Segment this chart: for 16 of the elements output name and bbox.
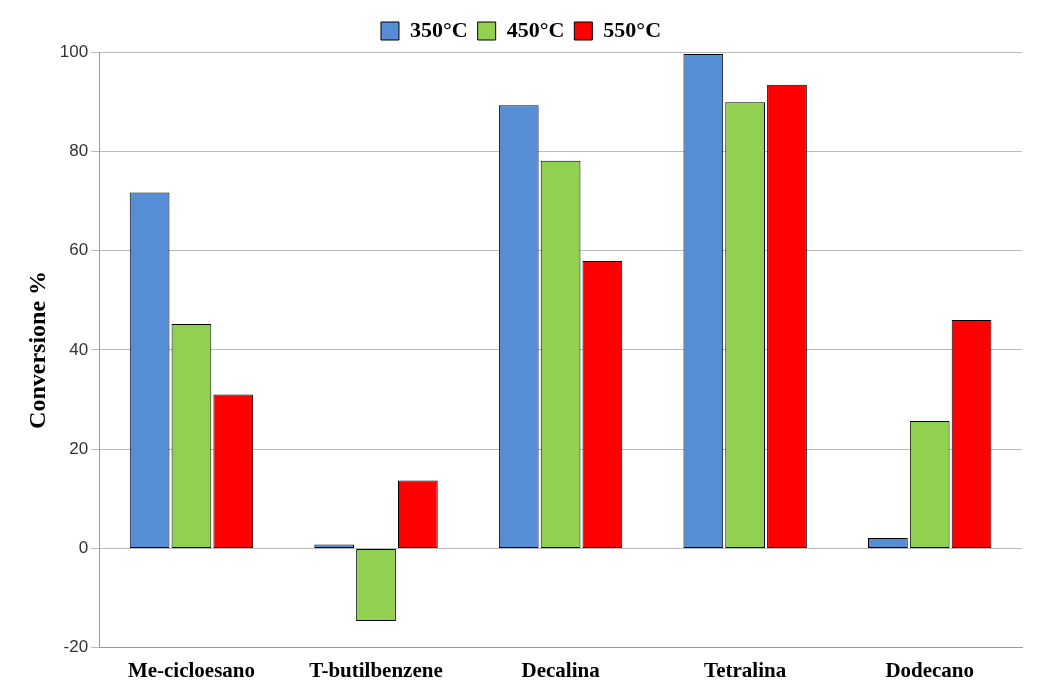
x-tick-label: Dodecano <box>885 657 975 682</box>
y-tick-label: 80 <box>69 140 89 160</box>
x-tick-label: Decalina <box>521 657 601 682</box>
y-tick-label: 60 <box>69 240 89 260</box>
y-tick-label: 40 <box>69 339 89 359</box>
y-tick-label: -20 <box>63 637 89 657</box>
x-tick-label: Tetralina <box>704 657 787 682</box>
legend-label: 550°C <box>603 16 662 42</box>
x-tick-label: T-butilbenzene <box>309 657 443 682</box>
legend-label: 450°C <box>506 16 565 42</box>
y-tick-label: 100 <box>59 41 89 61</box>
y-tick-label: 0 <box>78 538 89 558</box>
x-tick-label: Me-cicloesano <box>127 657 256 682</box>
y-axis-title: Conversione % <box>23 270 50 429</box>
y-tick-label: 20 <box>69 438 89 458</box>
legend-label: 350°C <box>409 16 468 42</box>
